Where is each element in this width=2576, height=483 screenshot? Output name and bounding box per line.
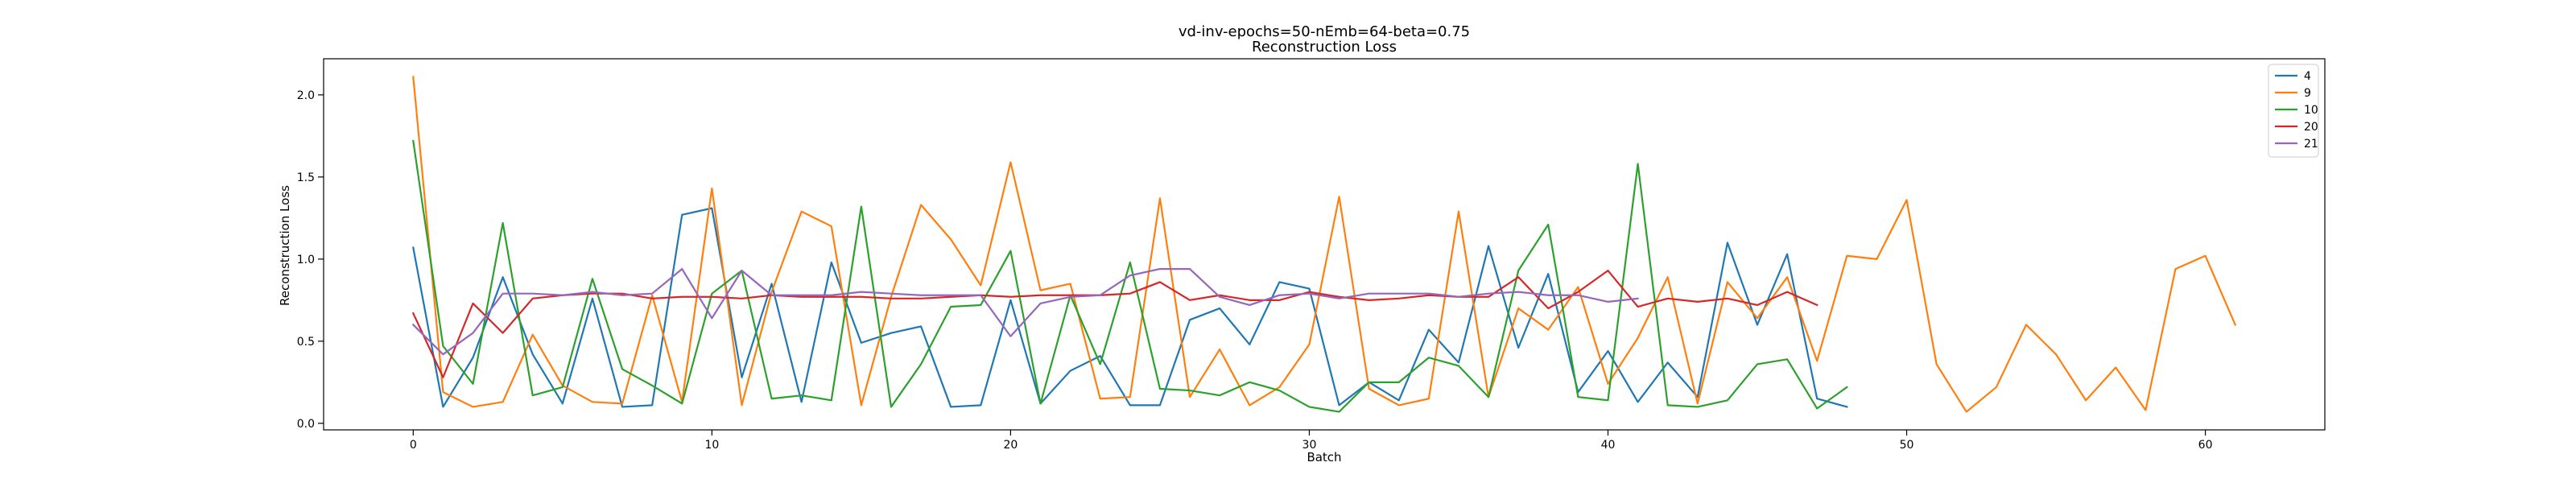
y-tick-label: 1.0 — [297, 254, 315, 266]
x-tick-label: 50 — [1900, 439, 1914, 452]
series-line-9 — [412, 76, 2237, 413]
chart-title: vd-inv-epochs=50-nEmb=64-beta=0.75 — [1179, 23, 1470, 40]
legend-label-21: 21 — [2304, 138, 2318, 151]
series-line-20 — [411, 270, 1818, 378]
legend-label-10: 10 — [2304, 104, 2318, 117]
x-tick-label: 40 — [1601, 439, 1616, 452]
legend-label-4: 4 — [2304, 70, 2311, 83]
chart-subtitle: Reconstruction Loss — [1252, 39, 1397, 56]
x-tick-label: 0 — [410, 439, 417, 452]
plot-frame — [323, 58, 2326, 431]
x-tick-label: 30 — [1302, 439, 1317, 452]
x-tick-label: 60 — [2198, 439, 2213, 452]
x-tick-label: 20 — [1003, 439, 1018, 452]
legend-label-20: 20 — [2304, 121, 2318, 134]
x-tick-label: 10 — [704, 439, 719, 452]
y-axis-label: Reconstruction Loss — [278, 185, 292, 306]
y-tick-label: 2.0 — [297, 89, 315, 102]
legend: 4 9 10 20 21 — [2268, 64, 2319, 158]
y-tick-label: 1.5 — [297, 171, 315, 184]
legend-label-9: 9 — [2304, 87, 2311, 100]
series-line-21 — [411, 268, 1639, 356]
series-line-4 — [412, 207, 1848, 408]
legend-box — [2268, 64, 2319, 158]
y-tick-label: 0.5 — [297, 336, 315, 349]
y-tick-label: 0.0 — [297, 418, 315, 431]
plot-area: 0 10 20 30 40 50 60 0.0 0.5 1.0 1.5 2.0 — [297, 58, 2326, 452]
series-line-10 — [412, 139, 1848, 413]
x-axis-label: Batch — [1307, 450, 1341, 464]
